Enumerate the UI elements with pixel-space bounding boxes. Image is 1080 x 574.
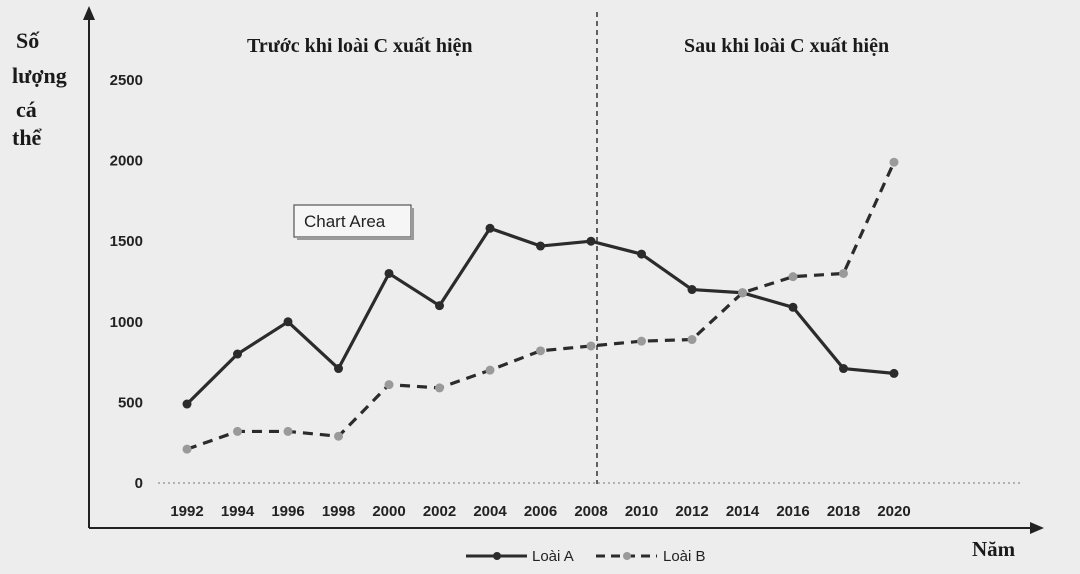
y-axis-arrow <box>83 6 95 20</box>
x-tick-label: 1992 <box>170 503 203 520</box>
data-point <box>738 288 747 298</box>
x-tick-label: 1996 <box>271 503 304 520</box>
chart-area-tooltip: Chart Area <box>293 204 414 240</box>
svg-text:lượng: lượng <box>12 63 67 88</box>
data-point <box>182 444 192 454</box>
x-tick-label: 2012 <box>675 503 708 520</box>
data-point <box>889 157 899 167</box>
data-point <box>233 426 242 436</box>
data-point <box>687 335 697 345</box>
legend-item-loai-a: Loài A <box>466 548 574 565</box>
data-point <box>536 346 545 356</box>
legend-item-loai-b: Loài B <box>596 548 706 565</box>
data-point <box>435 301 444 311</box>
legend: Loài A Loài B <box>466 548 706 565</box>
data-point <box>384 268 394 278</box>
x-tick-label: 2008 <box>574 503 607 520</box>
data-point <box>435 383 444 393</box>
data-point <box>586 341 596 351</box>
x-tick-label: 1994 <box>221 503 255 520</box>
data-point <box>485 223 495 233</box>
series-line-loai-b <box>186 161 896 451</box>
data-point <box>788 272 798 282</box>
x-tick-label: 2002 <box>423 503 456 520</box>
x-tick-label: 2004 <box>473 503 507 520</box>
x-tick-label: 2000 <box>372 503 405 520</box>
svg-text:Chart Area: Chart Area <box>304 212 386 231</box>
y-tick-label: 2000 <box>110 153 143 170</box>
data-point <box>283 426 293 436</box>
data-point <box>283 317 293 327</box>
x-axis-arrow <box>1030 522 1044 534</box>
data-point <box>839 268 848 278</box>
data-point <box>586 236 596 246</box>
x-tick-label: 2014 <box>726 503 760 520</box>
data-point <box>334 431 343 441</box>
data-point <box>182 399 192 409</box>
x-tick-label: 2016 <box>776 503 809 520</box>
annotation-before: Trước khi loài C xuất hiện <box>247 35 473 57</box>
data-point <box>839 364 848 374</box>
svg-text:Loài A: Loài A <box>532 548 574 565</box>
y-tick-label: 500 <box>118 394 143 411</box>
x-axis-label: Năm <box>972 537 1016 561</box>
data-point <box>889 368 899 378</box>
x-tick-label: 1998 <box>322 503 355 520</box>
data-point <box>485 365 495 375</box>
x-ticks: 1992 1994 1996 1998 2000 2002 2004 2006 2008 2010… <box>170 503 910 520</box>
x-tick-label: 2018 <box>827 503 860 520</box>
svg-text:cá: cá <box>16 97 37 122</box>
x-tick-label: 2020 <box>877 503 910 520</box>
y-tick-label: 1500 <box>110 233 143 250</box>
data-point <box>637 249 646 259</box>
x-tick-label: 2006 <box>524 503 557 520</box>
data-point <box>637 336 646 346</box>
y-tick-label: 0 <box>135 475 143 492</box>
data-point <box>788 302 798 312</box>
data-point <box>687 285 697 295</box>
x-tick-label: 2010 <box>625 503 658 520</box>
data-point <box>536 241 545 251</box>
series-line-loai-a <box>185 226 895 406</box>
y-axis-label: Số lượng cá thể <box>12 28 67 150</box>
y-tick-label: 2500 <box>110 72 143 89</box>
data-point <box>233 349 242 359</box>
y-tick-label: 1000 <box>110 314 143 331</box>
annotation-after: Sau khi loài C xuất hiện <box>684 35 889 57</box>
data-point <box>384 380 394 390</box>
series-lines <box>182 157 899 454</box>
data-point <box>334 364 343 374</box>
svg-text:Loài B: Loài B <box>663 548 706 565</box>
svg-text:Số: Số <box>16 28 40 53</box>
y-ticks: 0 500 1000 1500 2000 2500 <box>110 72 143 492</box>
svg-text:thể: thể <box>12 125 43 150</box>
